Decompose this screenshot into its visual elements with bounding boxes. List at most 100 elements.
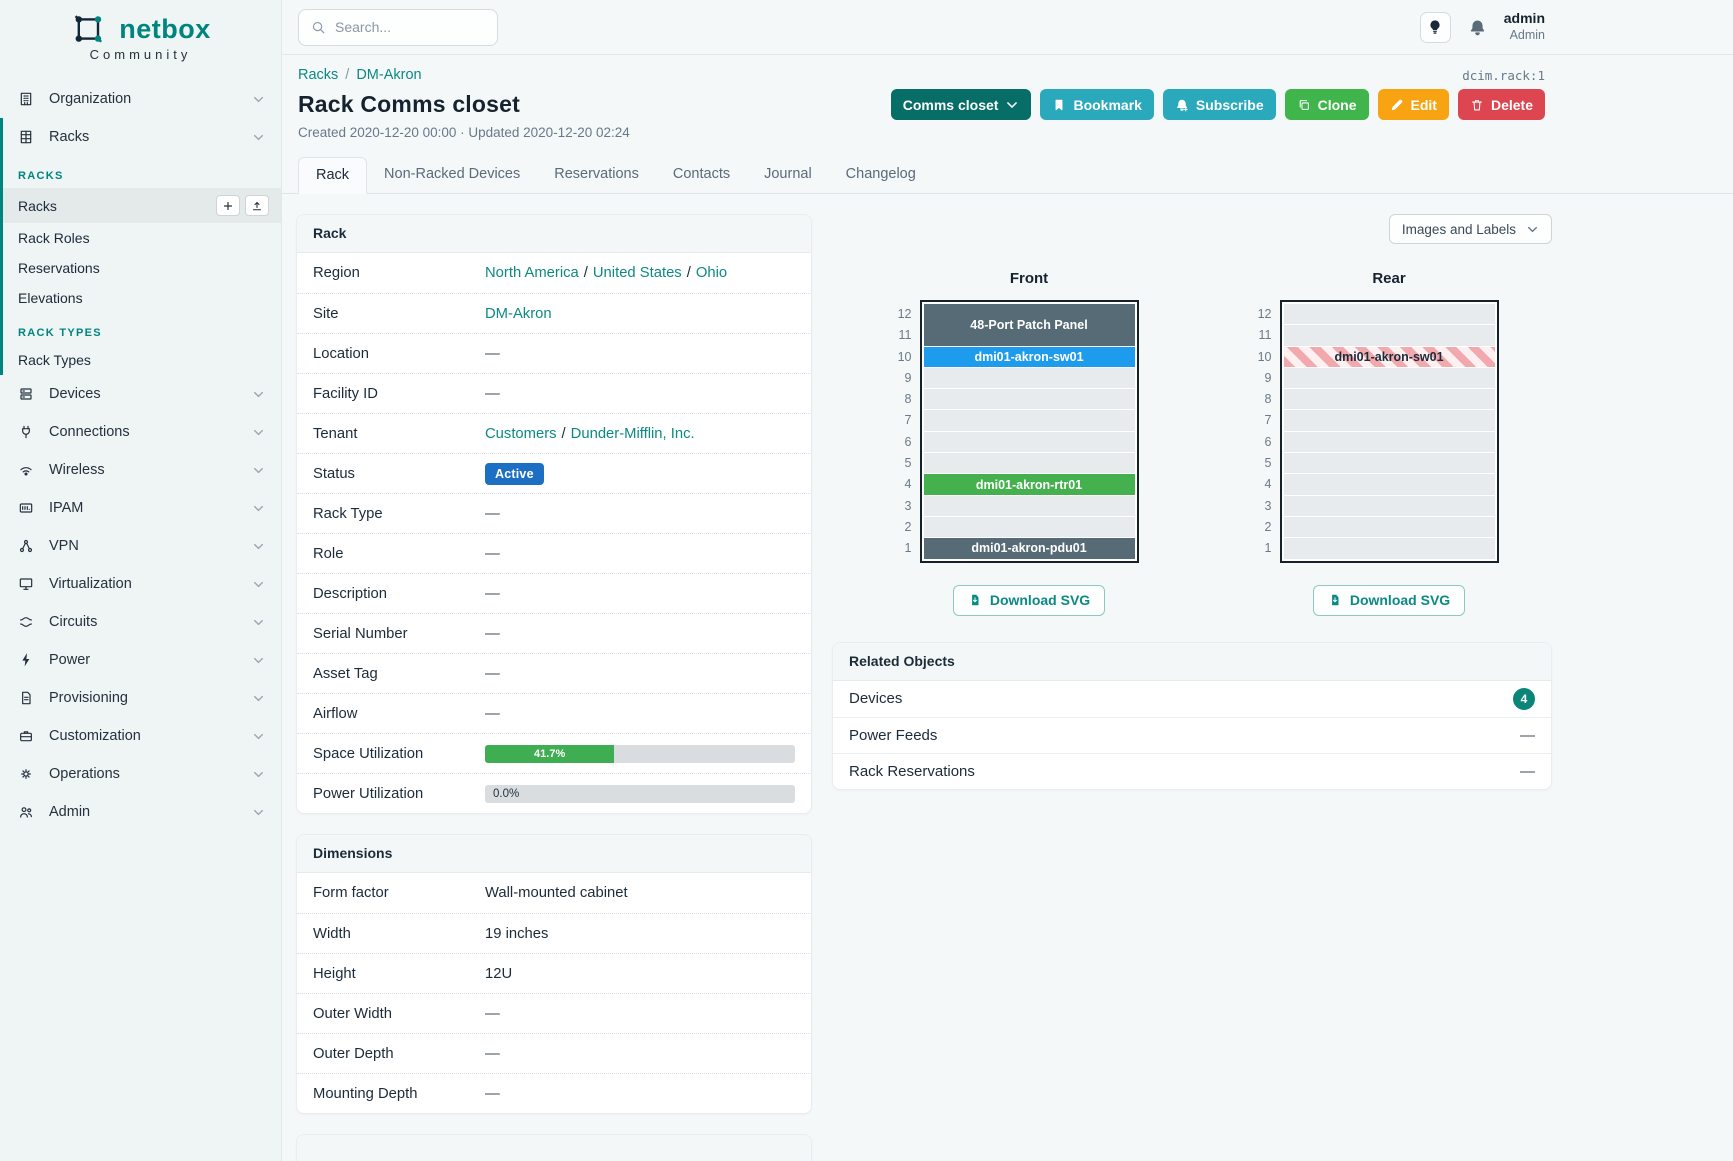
admin-icon — [18, 804, 34, 820]
breadcrumb-racks-link[interactable]: Racks — [298, 67, 339, 83]
front-unit-numbers: 12 11 10 9 8 7 6 5 4 3 2 1 — [886, 300, 912, 563]
link-dunder-mifflin-inc[interactable]: Dunder-Mifflin, Inc. — [570, 425, 695, 442]
sidebar-item-rack-types[interactable]: Rack Types — [3, 345, 281, 375]
sidebar-item-wireless[interactable]: Wireless — [0, 451, 281, 489]
empty-rack-unit[interactable] — [923, 410, 1135, 431]
tab-contacts[interactable]: Contacts — [672, 166, 731, 182]
bookmark-button[interactable]: Bookmark — [1040, 89, 1154, 120]
attr-value: Wall-mounted cabinet — [485, 885, 795, 901]
chevron-down-icon — [252, 540, 265, 553]
empty-rack-unit[interactable] — [1283, 389, 1495, 410]
empty-rack-unit[interactable] — [923, 367, 1135, 389]
empty-rack-unit[interactable] — [1283, 453, 1495, 474]
empty-rack-unit[interactable] — [1283, 495, 1495, 516]
unit-number: 2 — [1264, 519, 1272, 534]
sidebar-item-circuits[interactable]: Circuits — [0, 603, 281, 641]
link-dm-akron[interactable]: DM-Akron — [485, 305, 552, 322]
unit-number: 12 — [897, 307, 912, 321]
empty-rack-unit[interactable] — [923, 495, 1135, 516]
sidebar-item-vpn[interactable]: VPN — [0, 527, 281, 565]
page-title: Rack Comms closet — [298, 91, 520, 117]
sidebar-item-ipam[interactable]: IPAM — [0, 489, 281, 527]
empty-rack-unit[interactable] — [1283, 325, 1495, 346]
attr-value: Active — [485, 462, 795, 485]
theme-toggle-button[interactable] — [1419, 11, 1451, 43]
empty-rack-unit[interactable] — [1283, 538, 1495, 559]
empty-rack-unit[interactable] — [923, 431, 1135, 453]
rack-device-dmi01-akron-sw01[interactable]: dmi01-akron-sw01 — [1283, 346, 1495, 367]
sidebar-item-racks[interactable]: Racks — [3, 188, 281, 223]
sidebar-item-admin[interactable]: Admin — [0, 793, 281, 831]
link-united-states[interactable]: United States — [592, 265, 682, 281]
user-menu[interactable]: admin Admin — [1504, 10, 1545, 43]
download-svg-rear-button[interactable]: Download SVG — [1312, 584, 1466, 616]
attr-label: Power Utilization — [313, 785, 424, 802]
rack-device-48-port-patch-panel[interactable]: 48-Port Patch Panel — [923, 304, 1135, 346]
sidebar-item-provisioning[interactable]: Provisioning — [0, 679, 281, 717]
empty-rack-unit[interactable] — [1283, 431, 1495, 453]
images-labels-dropdown[interactable]: Images and Labels — [1388, 214, 1552, 244]
attr-row-description: Description — — [297, 573, 811, 613]
tab-journal[interactable]: Journal — [764, 166, 812, 182]
sidebar-item-connections[interactable]: Connections — [0, 413, 281, 451]
attr-value: — — [485, 1006, 795, 1022]
related-row-rack-reservations[interactable]: Rack Reservations — — [833, 752, 1551, 789]
notifications-bell-icon[interactable] — [1468, 18, 1487, 37]
breadcrumb-site-link[interactable]: DM-Akron — [356, 67, 422, 83]
chevron-down-icon — [252, 806, 265, 819]
search-input[interactable] — [335, 19, 465, 35]
tab-rack[interactable]: Rack — [298, 157, 368, 194]
chevron-down-icon — [1526, 223, 1539, 236]
created-updated-meta: Created 2020-12-20 00:00 · Updated 2020-… — [298, 125, 630, 140]
edit-button[interactable]: Edit — [1377, 89, 1449, 120]
sidebar-item-rack-roles[interactable]: Rack Roles — [3, 223, 281, 253]
search-icon — [311, 20, 326, 35]
tab-reservations[interactable]: Reservations — [554, 166, 639, 182]
empty-rack-unit[interactable] — [923, 516, 1135, 538]
link-ohio[interactable]: Ohio — [695, 265, 728, 281]
unit-number: 4 — [904, 477, 912, 492]
empty-rack-unit[interactable] — [1283, 474, 1495, 495]
rack-group-dropdown-button[interactable]: Comms closet — [890, 89, 1032, 120]
empty-rack-unit[interactable] — [1283, 516, 1495, 538]
logo-text: netbox — [119, 13, 211, 44]
link-north-america[interactable]: North America — [485, 265, 579, 281]
sidebar-item-reservations[interactable]: Reservations — [3, 253, 281, 283]
empty-rack-unit[interactable] — [1283, 410, 1495, 431]
download-svg-front-button[interactable]: Download SVG — [952, 584, 1106, 616]
sidebar-item-virtualization[interactable]: Virtualization — [0, 565, 281, 603]
empty-rack-unit[interactable] — [923, 389, 1135, 410]
sidebar-section-racks: RACKS — [18, 170, 64, 182]
lightbulb-icon — [1427, 19, 1443, 35]
rack-device-dmi01-akron-rtr01[interactable]: dmi01-akron-rtr01 — [923, 474, 1135, 495]
rear-rack-box: dmi01-akron-sw01 — [1279, 300, 1499, 563]
empty-rack-unit[interactable] — [923, 453, 1135, 474]
sidebar-item-customization[interactable]: Customization — [0, 717, 281, 755]
attr-value: North America / United States / Ohio — [485, 265, 795, 281]
tab-non-racked-devices[interactable]: Non-Racked Devices — [384, 166, 521, 182]
empty-rack-unit[interactable] — [1283, 367, 1495, 389]
status-badge: Active — [485, 462, 544, 485]
link-customers[interactable]: Customers — [485, 425, 557, 442]
sidebar-item-operations[interactable]: Operations — [0, 755, 281, 793]
search-box[interactable] — [298, 8, 498, 46]
sidebar-item-power[interactable]: Power — [0, 641, 281, 679]
netbox-logo-icon — [70, 13, 110, 45]
ipam-icon — [18, 500, 34, 516]
sidebar-item-organization[interactable]: Organization — [0, 80, 281, 118]
subscribe-button[interactable]: Subscribe — [1162, 89, 1276, 120]
sidebar-item-elevations[interactable]: Elevations — [3, 283, 281, 313]
related-row-devices[interactable]: Devices 4 — [833, 681, 1551, 717]
sidebar-item-racks[interactable]: Racks — [3, 118, 281, 156]
tab-changelog[interactable]: Changelog — [845, 166, 916, 182]
add-rack-button[interactable] — [216, 195, 240, 216]
sidebar-item-devices[interactable]: Devices — [0, 375, 281, 413]
rack-device-dmi01-akron-sw01[interactable]: dmi01-akron-sw01 — [923, 346, 1135, 367]
rack-device-dmi01-akron-pdu01[interactable]: dmi01-akron-pdu01 — [923, 538, 1135, 559]
delete-button[interactable]: Delete — [1457, 89, 1545, 120]
netbox-logo[interactable]: netbox Community — [0, 0, 281, 72]
clone-button[interactable]: Clone — [1284, 89, 1369, 120]
import-racks-button[interactable] — [245, 195, 269, 216]
empty-rack-unit[interactable] — [1283, 304, 1495, 325]
related-row-power-feeds[interactable]: Power Feeds — — [833, 716, 1551, 753]
